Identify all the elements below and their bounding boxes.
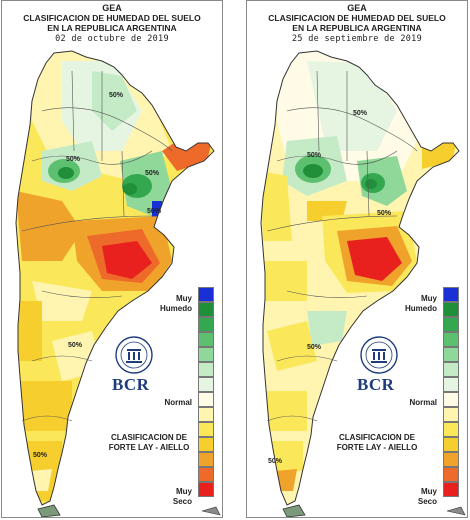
legend-muy-seco-2: Seco <box>417 497 437 506</box>
legend-swatch <box>198 377 214 392</box>
legend-swatch <box>443 407 459 422</box>
bcr-seal-logo <box>360 336 398 374</box>
contour-label: 50% <box>33 452 48 459</box>
contour-label: 50% <box>377 210 392 217</box>
map-date: 02 de octubre de 2019 <box>55 34 169 44</box>
contour-label: 50% <box>268 458 283 465</box>
legend-swatch <box>198 317 214 332</box>
bcr-logo-text: BCR <box>112 375 150 394</box>
bcr-seal-logo <box>115 336 153 374</box>
header-org: GEA <box>102 3 122 13</box>
map-date: 25 de septiembre de 2019 <box>291 34 423 44</box>
legend-swatch <box>443 482 459 497</box>
soil-moisture-map-right <box>260 50 466 517</box>
contour-label: 50% <box>353 110 368 117</box>
legend-muy-humedo-1: Muy <box>421 294 437 303</box>
legend-muy-humedo-2: Humedo <box>405 304 437 313</box>
header-org: GEA <box>347 3 367 13</box>
map-panel-left: GEA CLASIFICACION DE HUMEDAD DEL SUELO E… <box>1 0 223 518</box>
legend-normal: Normal <box>164 398 192 407</box>
legend-muy-seco-1: Muy <box>421 487 437 496</box>
legend-swatch <box>198 407 214 422</box>
legend-swatch <box>198 482 214 497</box>
contour-label: 50% <box>66 156 81 163</box>
bcr-logo-text: BCR <box>357 375 395 394</box>
legend-swatch <box>198 347 214 362</box>
header-title-1: CLASIFICACION DE HUMEDAD DEL SUELO <box>268 13 446 23</box>
legend-scale <box>443 287 459 497</box>
legend-muy-seco-1: Muy <box>176 487 192 496</box>
contour-label: 50% <box>145 170 160 177</box>
contour-label: 50% <box>307 344 322 351</box>
legend-swatch <box>198 392 214 407</box>
malvinas-islands <box>446 506 466 516</box>
legend-swatch <box>443 452 459 467</box>
legend-swatch <box>443 422 459 437</box>
legend-muy-humedo-1: Muy <box>176 294 192 303</box>
soil-moisture-map-left <box>15 50 221 517</box>
legend-muy-humedo-2: Humedo <box>160 304 192 313</box>
classification-line-2: FORTE LAY - AIELLO <box>336 443 418 452</box>
legend-swatch <box>198 287 214 302</box>
contour-label: 50% <box>109 92 124 99</box>
classification-line-1: CLASIFICACION DE <box>339 433 415 442</box>
tierra-del-fuego <box>37 504 61 517</box>
legend-swatch <box>443 347 459 362</box>
legend-swatch <box>443 302 459 317</box>
legend-swatch <box>443 437 459 452</box>
legend-swatch <box>198 437 214 452</box>
contour-label: 50% <box>68 342 83 349</box>
legend-swatch <box>443 362 459 377</box>
legend-swatch <box>443 317 459 332</box>
legend-swatch <box>198 452 214 467</box>
legend-swatch <box>443 392 459 407</box>
legend-swatch <box>198 302 214 317</box>
classification-line-2: FORTE LAY - AIELLO <box>108 443 190 452</box>
legend-swatch <box>198 332 214 347</box>
header-title-2: EN LA REPUBLICA ARGENTINA <box>292 23 422 33</box>
legend-swatch <box>198 422 214 437</box>
legend-muy-seco-2: Seco <box>172 497 192 506</box>
contour-label: 50% <box>147 208 162 215</box>
map-panel-right: GEA CLASIFICACION DE HUMEDAD DEL SUELO E… <box>246 0 468 518</box>
header-title-2: EN LA REPUBLICA ARGENTINA <box>47 23 177 33</box>
tierra-del-fuego <box>282 504 306 517</box>
legend-swatch <box>198 467 214 482</box>
header-title-1: CLASIFICACION DE HUMEDAD DEL SUELO <box>23 13 201 23</box>
contour-label: 50% <box>307 152 322 159</box>
legend-swatch <box>443 332 459 347</box>
legend-swatch <box>443 467 459 482</box>
legend-swatch <box>443 377 459 392</box>
legend-swatch <box>443 287 459 302</box>
classification-line-1: CLASIFICACION DE <box>111 433 187 442</box>
legend-swatch <box>198 362 214 377</box>
legend-scale <box>198 287 214 497</box>
malvinas-islands <box>201 506 221 516</box>
legend-normal: Normal <box>409 398 437 407</box>
